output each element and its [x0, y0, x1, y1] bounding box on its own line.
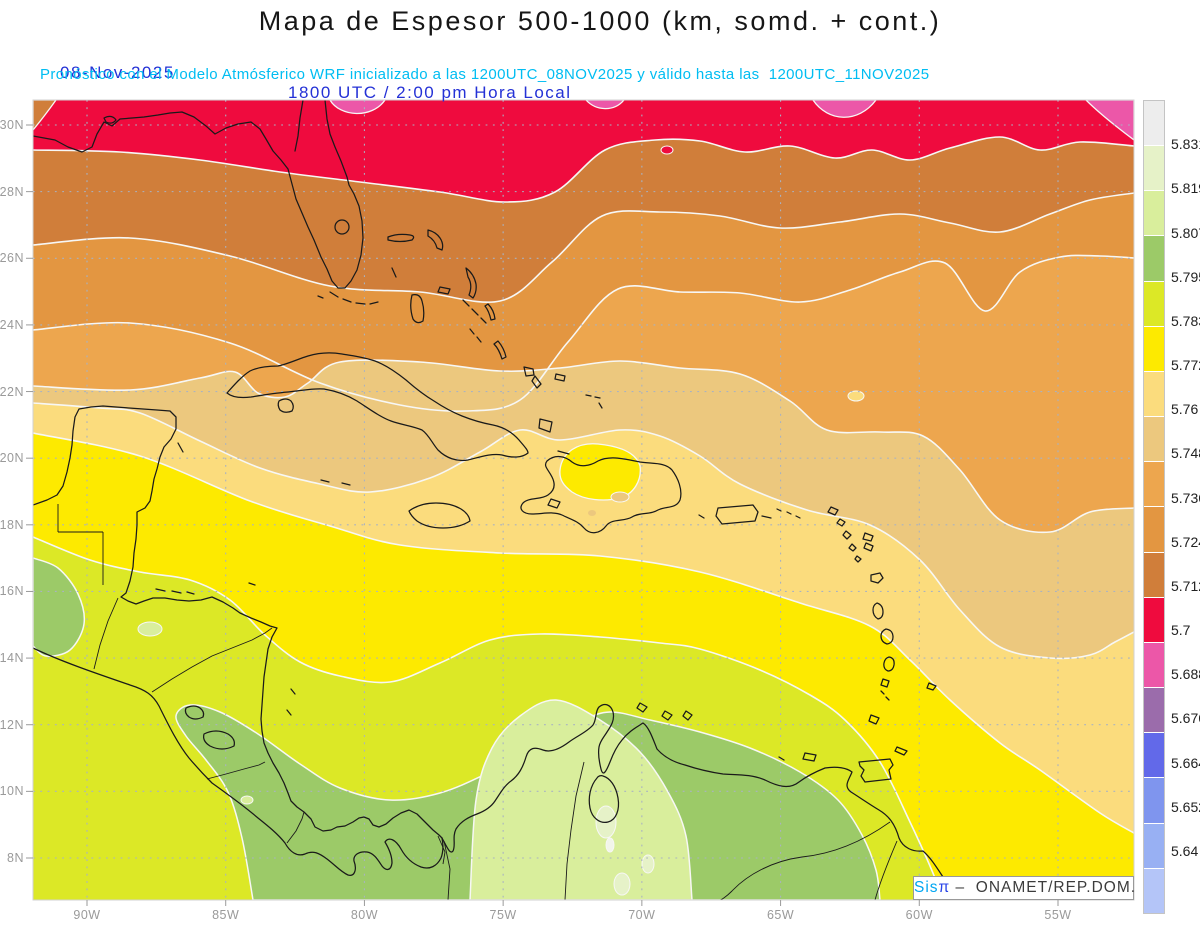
lat-label-20N: 20N: [0, 451, 24, 466]
watermark-suffix: – ONAMET/REP.DOM.: [950, 879, 1137, 896]
colorbar-segment-0: [1144, 101, 1164, 147]
colorbar-value-5.664: 5.664: [1171, 754, 1200, 771]
colorbar-value-5.712: 5.712: [1171, 577, 1200, 594]
lon-label-65W: 65W: [766, 908, 795, 922]
lat-label-12N: 12N: [0, 717, 24, 732]
colorbar-value-5.724: 5.724: [1171, 533, 1200, 550]
valid-date: 08-Nov-2025: [60, 63, 175, 82]
lat-label-16N: 16N: [0, 584, 24, 599]
lat-label-8N: 8N: [7, 850, 24, 865]
valid-time: 1800 UTC / 2:00 pm Hora Local: [288, 83, 572, 102]
coastlines: [33, 100, 960, 900]
watermark-pi-icon: π: [938, 879, 951, 896]
colorbar-segment-9: [1144, 507, 1164, 553]
watermark-brand: Sis: [914, 879, 939, 896]
colorbar-segment-14: [1144, 733, 1164, 779]
colorbar-value-5.748: 5.748: [1171, 445, 1200, 462]
colorbar-segment-13: [1144, 688, 1164, 734]
colorbar-segment-11: [1144, 597, 1164, 643]
lon-label-75W: 75W: [489, 908, 517, 922]
colorbar-value-5.795: 5.795: [1171, 268, 1200, 285]
colorbar-segment-10: [1144, 552, 1164, 598]
colorbar-segment-15: [1144, 778, 1164, 824]
lat-label-14N: 14N: [0, 651, 24, 666]
colorbar-value-5.736: 5.736: [1171, 489, 1200, 506]
lat-label-18N: 18N: [0, 517, 24, 532]
lon-label-60W: 60W: [905, 908, 933, 922]
contour-bands: [33, 100, 1134, 900]
lon-label-55W: 55W: [1044, 908, 1072, 922]
colorbar-value-5.64: 5.64: [1171, 842, 1199, 859]
date-time-row: 08-Nov-2025 1800 UTC / 2:00 pm Hora Loca…: [0, 43, 1200, 123]
colorbar-value-5.76: 5.76: [1171, 401, 1199, 418]
contour-lines: [33, 136, 1134, 900]
colorbar-value-5.676: 5.676: [1171, 710, 1200, 727]
lat-label-30N: 30N: [0, 118, 24, 132]
colorbar-segment-16: [1144, 823, 1164, 869]
colorbar-segment-2: [1144, 191, 1164, 237]
colorbar-segment-3: [1144, 236, 1164, 282]
lat-label-22N: 22N: [0, 384, 24, 399]
lat-label-24N: 24N: [0, 317, 24, 332]
lat-label-28N: 28N: [0, 184, 24, 199]
colorbar-value-5.819: 5.819: [1171, 180, 1200, 197]
colorbar-segment-17: [1144, 868, 1164, 913]
colorbar-segment-7: [1144, 417, 1164, 463]
lat-label-26N: 26N: [0, 251, 24, 266]
axis-ticks: [26, 124, 1059, 906]
colorbar-segment-8: [1144, 462, 1164, 508]
colorbar: [1143, 100, 1165, 914]
colorbar-segment-6: [1144, 371, 1164, 418]
colorbar-segment-4: [1144, 281, 1164, 327]
colorbar-segment-1: [1144, 146, 1164, 192]
lon-label-70W: 70W: [628, 908, 656, 922]
page-title: Mapa de Espesor 500-1000 (km, somd. + co…: [258, 6, 942, 36]
forecast-note: Pronóstico con el Modelo Atmósferico WRF…: [40, 66, 930, 83]
colorbar-segment-12: [1144, 642, 1164, 689]
colorbar-value-5.772: 5.772: [1171, 357, 1200, 373]
lon-label-80W: 80W: [350, 908, 379, 922]
colorbar-value-5.807: 5.807: [1171, 224, 1200, 241]
colorbar-value-5.652: 5.652: [1171, 798, 1200, 815]
lon-label-90W: 90W: [73, 908, 101, 922]
colorbar-segment-5: [1144, 326, 1164, 372]
political-borders: [57, 504, 898, 900]
colorbar-value-5.783: 5.783: [1171, 312, 1200, 329]
colorbar-value-5.831: 5.831: [1171, 136, 1200, 153]
lon-label-85W: 85W: [212, 908, 240, 922]
graticule: [33, 100, 1134, 900]
colorbar-value-5.688: 5.688: [1171, 666, 1200, 683]
lat-label-10N: 10N: [0, 784, 24, 799]
colorbar-value-5.7: 5.7: [1171, 622, 1191, 638]
watermark: Sisπ – ONAMET/REP.DOM.: [913, 876, 1137, 900]
